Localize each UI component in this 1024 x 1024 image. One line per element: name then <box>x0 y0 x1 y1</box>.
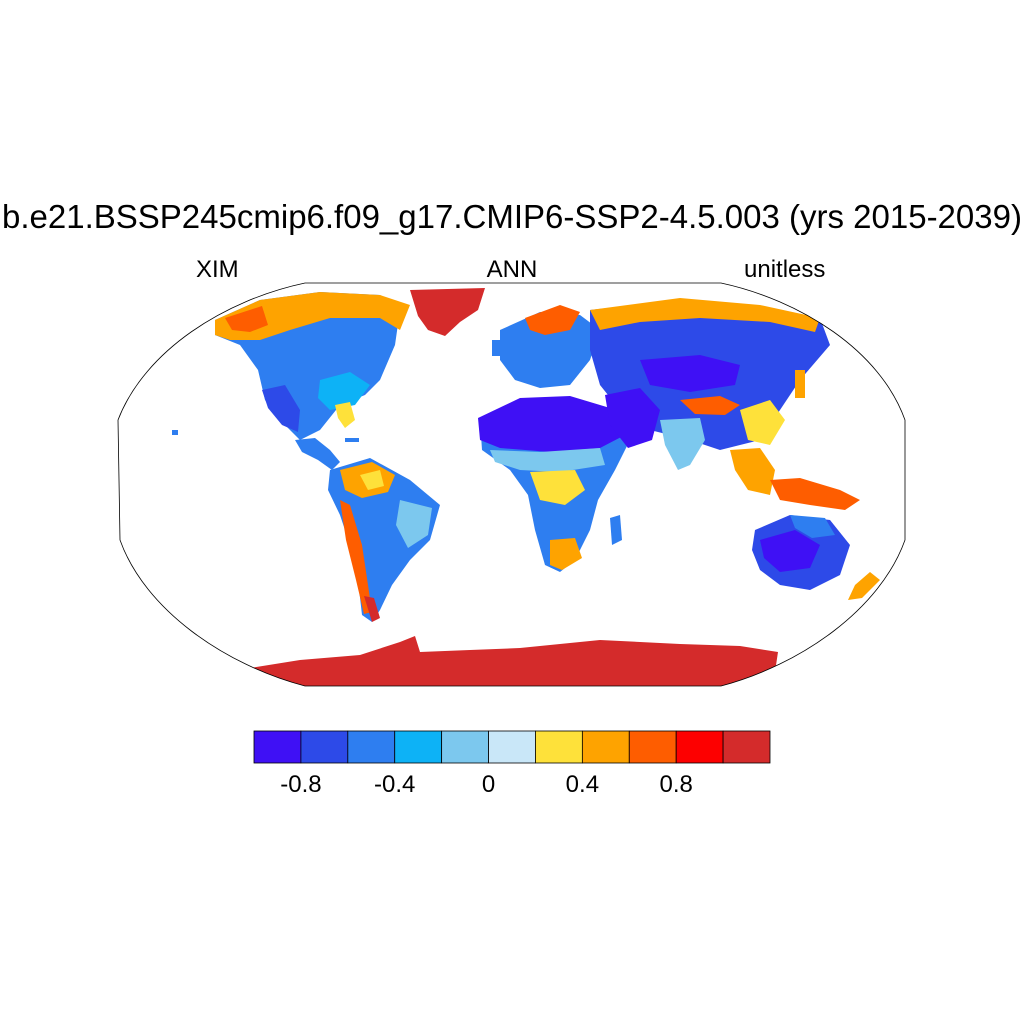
madagascar-region <box>610 515 622 545</box>
colorbar-tick-label: 0 <box>481 771 496 798</box>
colorbar-swatch <box>441 730 489 764</box>
andes-region <box>340 500 372 614</box>
scandinavia-region <box>525 305 580 335</box>
colorbar-swatch <box>581 730 630 764</box>
indonesia-region <box>770 478 860 510</box>
arctic-canada-region <box>215 292 410 340</box>
western-us-region <box>262 385 300 432</box>
australia-north-region <box>790 515 835 538</box>
colorbar-tick-label: -0.4 <box>374 771 416 798</box>
tibet-region <box>680 396 740 415</box>
colorbar-swatch <box>722 730 771 764</box>
arabia-region <box>605 388 660 448</box>
eastern-us-region <box>318 372 370 410</box>
japan-region <box>795 370 805 398</box>
colorbar-tick-label: -0.8 <box>280 771 322 798</box>
greenland-region <box>410 288 485 336</box>
sahara-region <box>478 396 625 452</box>
new-zealand-region <box>848 572 880 600</box>
caribbean-region <box>345 438 359 442</box>
central-asia-region <box>640 355 740 392</box>
amazon-inner-region <box>360 470 384 490</box>
australia-interior-region <box>760 530 820 572</box>
hawaii-region <box>172 430 178 435</box>
uk-region <box>492 340 502 356</box>
colorbar-swatch <box>253 730 302 764</box>
alaska-region <box>225 306 268 332</box>
siberia-coast-region <box>590 298 820 332</box>
colorbar-swatch <box>675 730 724 764</box>
colorbar-tick-label: 0.8 <box>659 771 693 798</box>
south-america-region <box>328 458 440 622</box>
southeast-asia-region <box>730 448 775 495</box>
colorbar-swatch <box>347 730 396 764</box>
east-brazil-region <box>396 500 432 548</box>
colorbar <box>253 730 771 764</box>
colorbar-swatch <box>300 730 349 764</box>
east-asia-region <box>740 400 785 445</box>
colorbar-tick-label: 0.4 <box>565 771 600 798</box>
map-boundary <box>117 282 906 687</box>
map-land-group <box>172 288 880 686</box>
patagonia-region <box>364 596 380 622</box>
sahel-region <box>490 448 605 472</box>
antarctica-region <box>250 636 778 686</box>
southern-africa-region <box>550 538 582 570</box>
india-region <box>660 418 705 470</box>
central-africa-region <box>530 470 585 505</box>
central-america-region <box>295 438 340 470</box>
season-label: ANN <box>486 256 538 283</box>
colorbar-swatch <box>394 730 443 764</box>
units-label: unitless <box>744 256 826 283</box>
variable-label: XIM <box>196 256 239 283</box>
colorbar-swatch <box>628 730 677 764</box>
map-title: b.e21.BSSP245cmip6.f09_g17.CMIP6-SSP2-4.… <box>2 198 1022 235</box>
colorbar-swatch <box>535 730 583 764</box>
europe-region <box>500 312 600 388</box>
gulf-coast-region <box>335 402 355 428</box>
colorbar-swatch <box>488 730 536 764</box>
